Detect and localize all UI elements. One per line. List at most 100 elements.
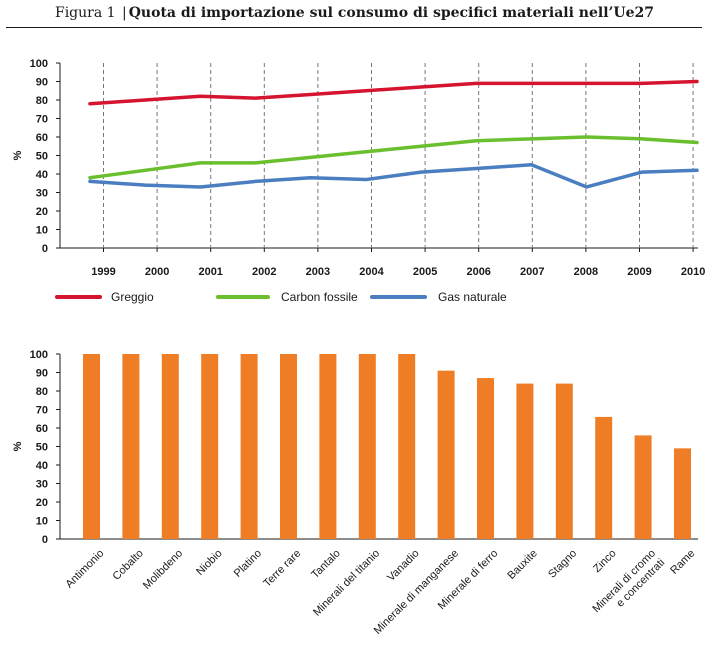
bar (398, 354, 416, 539)
figure-title: Figura 1 | Quota di importazione sul cons… (0, 5, 709, 21)
bar (674, 448, 691, 539)
category-label-group: Niobio (194, 547, 225, 578)
y-tick-label: 90 (36, 368, 48, 380)
data-point (143, 183, 147, 187)
data-point (474, 166, 478, 171)
bar (122, 354, 140, 539)
series-line-gas-naturale (88, 163, 699, 189)
category-label: Minerali del titanio (311, 547, 382, 618)
data-point (529, 163, 534, 167)
data-point (419, 144, 423, 148)
category-label: Tantalo (309, 547, 343, 581)
x-tick-label: 2009 (627, 266, 651, 278)
bar (201, 354, 219, 539)
x-tick-label: 2004 (359, 266, 384, 278)
data-point (253, 161, 258, 165)
legend-label: Carbon fossile (281, 290, 358, 304)
y-tick-label: 10 (36, 516, 48, 528)
bar (634, 435, 652, 539)
data-point (419, 170, 423, 174)
category-label-group: Molibdeno (141, 547, 185, 591)
data-point (253, 179, 258, 183)
y-tick-label: 100 (30, 349, 48, 361)
data-point (419, 85, 423, 89)
y-tick-label: 70 (36, 405, 48, 417)
bar (280, 354, 297, 539)
data-point (474, 81, 478, 85)
bar (516, 383, 534, 539)
data-point (585, 135, 589, 139)
data-point (364, 177, 368, 182)
y-tick-label: 10 (36, 225, 48, 237)
category-label-group: Tantalo (309, 547, 343, 581)
figure-label: Figura 1 (54, 5, 116, 21)
category-label: Bauxite (505, 547, 539, 581)
data-point (253, 96, 258, 100)
data-point (143, 98, 147, 102)
category-label-group: Minerali del titanio (311, 547, 382, 618)
category-label: Cobalto (111, 547, 146, 582)
bar (555, 383, 573, 539)
y-tick-label: 50 (36, 442, 48, 454)
data-point (143, 168, 147, 172)
data-point (198, 94, 202, 98)
line-chart: 0 10 20 30 40 50 60 70 80 90 100% 1999 2000 2001 2002 2… (12, 58, 705, 304)
title-rule (6, 27, 702, 28)
data-point (474, 139, 478, 143)
category-label: Molibdeno (141, 547, 185, 591)
category-label-group: Bauxite (505, 547, 539, 581)
figure-separator: | (122, 5, 127, 21)
x-tick-label: 2010 (681, 266, 705, 278)
y-axis-label: % (12, 441, 24, 451)
category-label: Niobio (194, 547, 225, 578)
series-line-greggio (88, 79, 699, 106)
figure-main-title: Quota di importazione sul consumo di spe… (128, 5, 654, 21)
category-label: Stagno (546, 547, 579, 580)
bar (240, 354, 258, 539)
series-line-carbon-fossile (88, 135, 699, 180)
data-point (364, 89, 368, 93)
category-label: Zinco (591, 547, 619, 575)
data-point (198, 161, 202, 165)
x-tick-label: 2006 (466, 266, 490, 278)
category-label-group: Rame (668, 547, 697, 576)
bar (437, 370, 455, 539)
y-tick-label: 60 (36, 423, 48, 435)
x-tick-label: 2003 (306, 266, 330, 278)
y-tick-label: 0 (42, 243, 48, 255)
category-label-group: Antimonio (63, 547, 106, 590)
category-label: Vanadio (385, 547, 421, 583)
category-label: Platino (232, 547, 264, 579)
bar (477, 378, 494, 539)
x-tick-label: 2005 (413, 266, 437, 278)
data-point (529, 81, 534, 85)
x-tick-label: 2000 (145, 266, 169, 278)
y-tick-label: 100 (30, 58, 48, 70)
data-point (695, 79, 699, 84)
category-label-group: Terre rare (261, 547, 303, 589)
y-tick-label: 30 (36, 479, 48, 491)
y-tick-label: 20 (36, 497, 48, 509)
y-tick-label: 0 (42, 534, 48, 546)
y-tick-label: 90 (36, 77, 48, 89)
y-axis-label: % (12, 150, 24, 160)
data-point (198, 185, 202, 189)
data-point (640, 81, 644, 85)
y-tick-label: 80 (36, 95, 48, 107)
category-label-group: Stagno (546, 547, 579, 580)
y-tick-label: 40 (36, 460, 48, 472)
data-point (695, 140, 699, 145)
x-tick-label: 2001 (198, 266, 222, 278)
category-label: Antimonio (63, 547, 106, 590)
x-tick-label: 2007 (520, 266, 544, 278)
y-tick-label: 70 (36, 114, 48, 126)
data-point (88, 179, 92, 183)
x-tick-label: 2002 (252, 266, 276, 278)
legend-label: Gas naturale (438, 290, 507, 304)
data-point (364, 150, 368, 154)
data-point (640, 170, 644, 174)
bar (161, 354, 179, 539)
bar (358, 354, 376, 539)
y-tick-label: 60 (36, 132, 48, 144)
